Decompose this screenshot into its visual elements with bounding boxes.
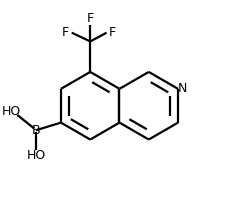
Text: HO: HO xyxy=(26,149,45,162)
Text: F: F xyxy=(62,26,69,39)
Text: F: F xyxy=(86,12,93,26)
Text: B: B xyxy=(31,124,40,137)
Text: HO: HO xyxy=(2,105,21,118)
Text: N: N xyxy=(177,82,187,95)
Text: F: F xyxy=(109,26,116,39)
